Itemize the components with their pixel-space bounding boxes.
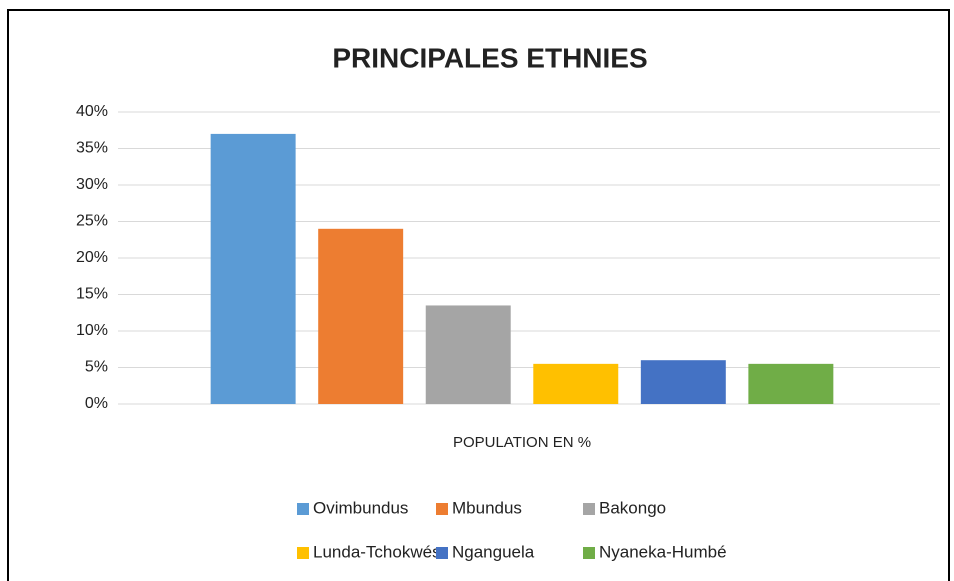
y-tick-label: 25% [76,213,108,230]
y-tick-label: 40% [76,103,108,120]
chart-title: PRINCIPALES ETHNIES [332,42,647,73]
bar [318,228,404,404]
y-tick-label: 20% [76,249,108,266]
legend-swatch [436,503,448,515]
legend-swatch [436,547,448,559]
legend-swatch [583,503,595,515]
bar [640,360,726,404]
y-tick-label: 35% [76,140,108,157]
y-tick-label: 30% [76,176,108,193]
legend-label: Mbundus [452,498,522,517]
y-tick-label: 15% [76,286,108,303]
bar [533,363,619,404]
legend-swatch [583,547,595,559]
legend-swatch [297,547,309,559]
bar [210,133,296,404]
legend-label: Nganguela [452,542,535,561]
bar [748,363,834,404]
y-tick-label: 10% [76,322,108,339]
legend-label: Nyaneka-Humbé [599,542,727,561]
y-tick-label: 5% [85,359,108,376]
x-tick-label: POPULATION EN % [453,434,591,451]
legend-label: Bakongo [599,498,666,517]
y-tick-label: 0% [85,395,108,412]
legend-swatch [297,503,309,515]
chart-border [7,9,950,581]
bar [425,305,511,404]
legend-label: Lunda-Tchokwés [313,542,441,561]
legend-label: Ovimbundus [313,498,408,517]
